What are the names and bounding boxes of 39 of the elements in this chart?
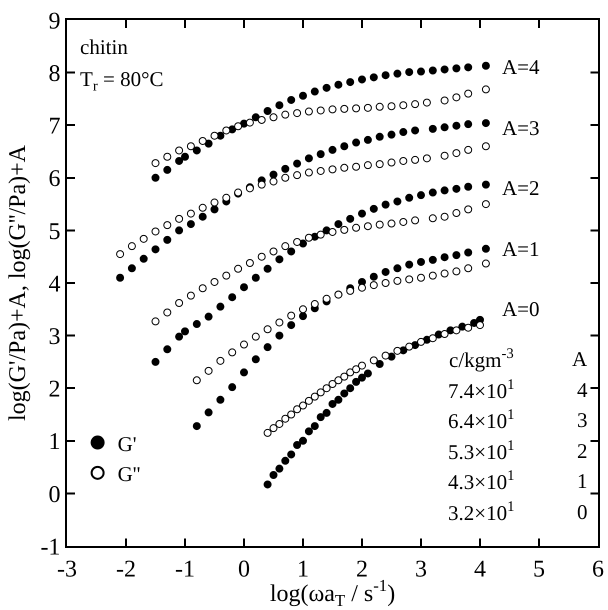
annotation: 3 <box>577 408 588 432</box>
annotation: 5.3×10$^{1}$ <box>448 438 514 464</box>
annotation: A <box>572 347 588 371</box>
annotation: T$_{r}$ = 80°C <box>80 67 164 94</box>
y-axis-title: log(G'/Pa)+A, log(G''/Pa)+A <box>5 144 32 422</box>
annotation: 6.4×10$^{1}$ <box>448 407 514 433</box>
annotation: A=1 <box>502 237 540 261</box>
x-tick-label: 6 <box>592 556 604 583</box>
y-tick-label: 8 <box>48 61 60 87</box>
x-tick-label: 0 <box>238 556 250 583</box>
annotation: chitin <box>80 35 128 59</box>
y-tick-label: 2 <box>48 376 60 403</box>
annotation: A=4 <box>502 55 540 79</box>
y-tick-label: 7 <box>48 114 60 140</box>
y-tick-label: 5 <box>48 218 60 245</box>
y-tick-label: 1 <box>48 429 60 456</box>
y-tick-label: 6 <box>48 166 60 192</box>
y-tick-label: 4 <box>48 271 60 298</box>
x-tick-label: 4 <box>474 556 486 583</box>
annotation: A=0 <box>502 297 540 321</box>
x-tick-label: 5 <box>533 556 545 583</box>
annotation: 0 <box>577 500 588 524</box>
x-tick-label: -2 <box>116 556 136 583</box>
annotation: 4.3×10$^{1}$ <box>448 468 514 494</box>
x-tick-label: 3 <box>415 556 427 583</box>
annotation: 4 <box>577 378 588 402</box>
annotation: 1 <box>577 469 588 493</box>
annotation: c/kgm$^{-3}$ <box>449 346 514 372</box>
annotation: 7.4×10$^{1}$ <box>448 377 514 403</box>
y-tick-label: 3 <box>48 324 60 350</box>
y-tick-label: 9 <box>48 8 60 34</box>
annotation: A=3 <box>502 116 540 140</box>
y-tick-label: 0 <box>48 482 60 508</box>
legend-label: G'' <box>118 462 140 486</box>
legend-label: G' <box>118 432 137 456</box>
annotation: 3.2×10$^{1}$ <box>448 499 514 525</box>
annotation: A=2 <box>502 176 540 200</box>
annotation: 2 <box>577 439 588 463</box>
x-tick-label: -1 <box>175 556 195 583</box>
